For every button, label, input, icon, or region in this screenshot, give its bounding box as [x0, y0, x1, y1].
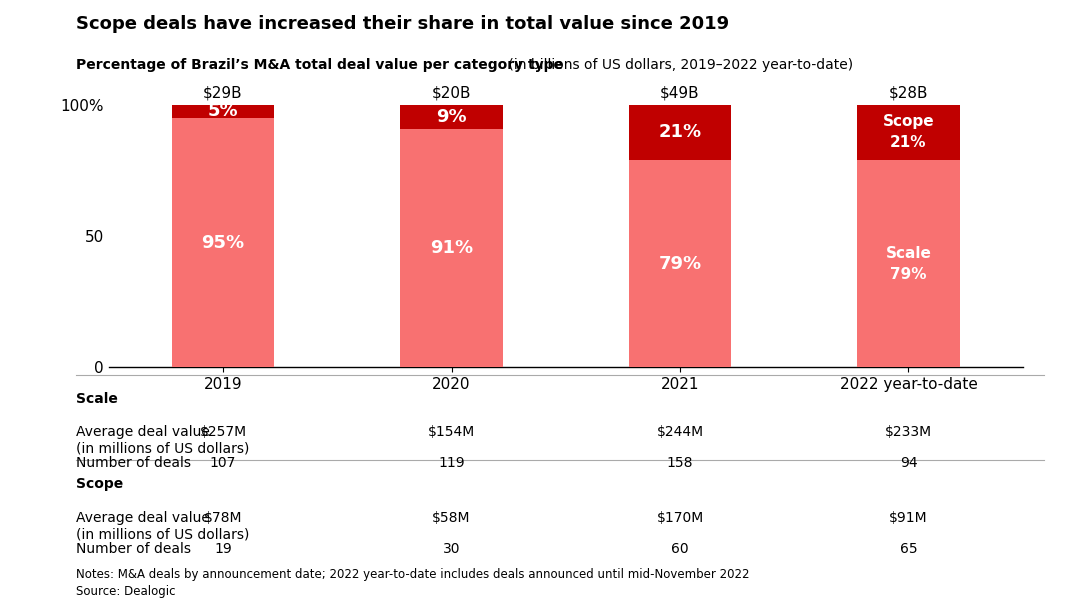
Text: $233M: $233M: [885, 425, 932, 439]
Text: 60: 60: [671, 542, 689, 556]
Text: 9%: 9%: [436, 108, 467, 125]
Text: 5%: 5%: [208, 102, 238, 121]
Text: Percentage of Brazil’s M&A total deal value per category type: Percentage of Brazil’s M&A total deal va…: [76, 58, 564, 72]
Text: 21%: 21%: [658, 124, 702, 141]
Bar: [172, 105, 274, 118]
Text: 79%: 79%: [658, 255, 702, 272]
Text: Scope
21%: Scope 21%: [882, 114, 935, 151]
Text: $29B: $29B: [203, 86, 243, 101]
Text: 95%: 95%: [201, 234, 245, 252]
Text: 30: 30: [443, 542, 460, 556]
Text: (in billions of US dollars, 2019–2022 year-to-date): (in billions of US dollars, 2019–2022 ye…: [504, 58, 853, 72]
Bar: [857, 105, 960, 160]
Bar: [629, 160, 731, 367]
Bar: [400, 129, 503, 367]
Text: $91M: $91M: [889, 511, 928, 525]
Text: $20B: $20B: [432, 86, 471, 101]
Text: $28B: $28B: [889, 86, 928, 101]
Text: Scale
79%: Scale 79%: [886, 245, 931, 282]
Text: Source: Dealogic: Source: Dealogic: [76, 585, 175, 598]
Text: $58M: $58M: [432, 511, 471, 525]
Text: Scale: Scale: [76, 392, 118, 406]
Text: $244M: $244M: [656, 425, 704, 439]
Text: Notes: M&A deals by announcement date; 2022 year-to-date includes deals announce: Notes: M&A deals by announcement date; 2…: [76, 568, 750, 581]
Bar: [629, 105, 731, 160]
Text: $78M: $78M: [203, 511, 243, 525]
Text: 94: 94: [900, 456, 917, 470]
Text: $170M: $170M: [656, 511, 704, 525]
Text: $154M: $154M: [428, 425, 475, 439]
Text: Scope: Scope: [76, 477, 123, 491]
Text: Scope deals have increased their share in total value since 2019: Scope deals have increased their share i…: [76, 15, 729, 33]
Text: $257M: $257M: [199, 425, 247, 439]
Text: 91%: 91%: [430, 239, 473, 257]
Text: $49B: $49B: [660, 86, 700, 101]
Text: Average deal value
(in millions of US dollars): Average deal value (in millions of US do…: [76, 425, 249, 455]
Text: 19: 19: [214, 542, 232, 556]
Text: Number of deals: Number of deals: [76, 542, 191, 556]
Text: Number of deals: Number of deals: [76, 456, 191, 470]
Bar: [857, 160, 960, 367]
Text: 65: 65: [900, 542, 917, 556]
Bar: [400, 105, 503, 129]
Text: 158: 158: [667, 456, 693, 470]
Text: Average deal value
(in millions of US dollars): Average deal value (in millions of US do…: [76, 511, 249, 541]
Text: 119: 119: [438, 456, 465, 470]
Text: 107: 107: [210, 456, 236, 470]
Bar: [172, 118, 274, 367]
